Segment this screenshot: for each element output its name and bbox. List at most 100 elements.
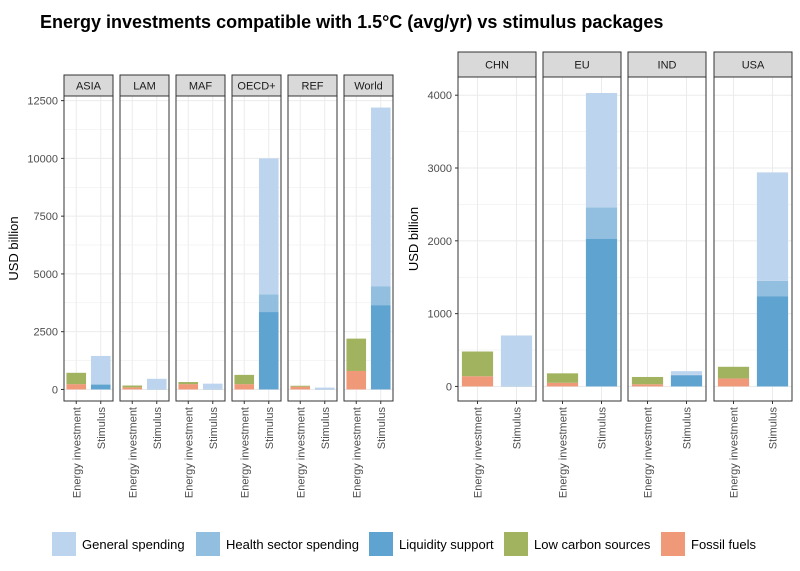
- x-tick-label: Energy investment: [239, 407, 251, 498]
- x-tick-label: Stimulus: [682, 407, 694, 450]
- panel-border: [175, 95, 226, 402]
- facet-panel-oecd: OECD+ Energy investment Stimulus: [231, 74, 282, 498]
- x-tick-label: Energy investment: [127, 407, 139, 498]
- legend-label: Low carbon sources: [534, 537, 651, 552]
- y-tick-label: 7500: [34, 211, 58, 223]
- bar-liquidity-support: [258, 312, 279, 390]
- facet-strip-label: EU: [574, 60, 589, 72]
- facet-panel-asia: ASIA Energy investment Stimulus: [63, 74, 114, 498]
- facet-panel-chn: CHN Energy investment Stimulus: [457, 51, 537, 498]
- bar-low-carbon-sources: [346, 338, 367, 371]
- panel-background: [120, 96, 169, 401]
- legend-swatch: [369, 532, 393, 556]
- bar-health-sector-spending: [500, 385, 533, 387]
- legend-swatch: [52, 532, 76, 556]
- x-tick-label: Energy investment: [558, 407, 570, 498]
- facet-strip-label: LAM: [133, 81, 156, 93]
- facet-panel-ind: IND Energy investment Stimulus: [627, 51, 707, 498]
- y-axis-title: USD billion: [6, 216, 21, 280]
- facet-panel-eu: EU Energy investment Stimulus: [542, 51, 622, 498]
- x-tick-label: Stimulus: [96, 407, 108, 450]
- panel-border: [542, 76, 622, 402]
- panel-background: [628, 77, 706, 401]
- bar-liquidity-support: [90, 384, 111, 390]
- bar-fossil-fuels: [234, 384, 255, 390]
- bar-low-carbon-sources: [178, 382, 199, 385]
- bar-liquidity-support: [370, 305, 391, 390]
- x-tick-label: Stimulus: [512, 407, 524, 450]
- bar-general-spending: [258, 158, 279, 295]
- y-tick-label: 5000: [34, 269, 58, 281]
- bar-fossil-fuels: [631, 384, 664, 387]
- bar-health-sector-spending: [258, 294, 279, 313]
- legend-swatch: [196, 532, 220, 556]
- bar-fossil-fuels: [717, 378, 750, 387]
- panel-background: [288, 96, 337, 401]
- bar-liquidity-support: [670, 375, 703, 387]
- y-tick-label: 2000: [428, 236, 452, 248]
- bar-health-sector-spending: [585, 207, 618, 239]
- x-tick-label: Stimulus: [597, 407, 609, 450]
- bar-fossil-fuels: [546, 382, 579, 387]
- facet-strip-label: IND: [658, 60, 677, 72]
- bar-low-carbon-sources: [546, 373, 579, 383]
- x-tick-label: Energy investment: [643, 407, 655, 498]
- bar-low-carbon-sources: [66, 372, 87, 385]
- panel-border: [287, 95, 338, 402]
- bar-fossil-fuels: [122, 387, 143, 390]
- x-tick-label: Stimulus: [376, 407, 388, 450]
- bar-general-spending: [585, 93, 618, 208]
- x-tick-label: Energy investment: [295, 407, 307, 498]
- bar-health-sector-spending: [370, 286, 391, 306]
- panel-border: [627, 76, 707, 402]
- bar-general-spending: [146, 378, 167, 389]
- facet-panel-maf: MAF Energy investment Stimulus: [175, 74, 226, 498]
- bar-low-carbon-sources: [717, 366, 750, 379]
- facet-strip: [713, 51, 793, 78]
- bar-low-carbon-sources: [461, 351, 494, 377]
- legend-swatch: [661, 532, 685, 556]
- facet-strip-label: REF: [302, 81, 324, 93]
- panel-border: [457, 76, 537, 402]
- y-tick-label: 2500: [34, 327, 58, 339]
- legend-swatch: [504, 532, 528, 556]
- bar-health-sector-spending: [670, 374, 703, 376]
- facet-strip-label: World: [354, 81, 383, 93]
- bar-general-spending: [202, 383, 223, 389]
- legend-item: General spending: [52, 532, 185, 556]
- bar-liquidity-support: [585, 238, 618, 387]
- bar-health-sector-spending: [756, 280, 789, 297]
- bar-general-spending: [756, 172, 789, 281]
- legend-label: Health sector spending: [226, 537, 359, 552]
- bar-low-carbon-sources: [234, 374, 255, 385]
- bar-fossil-fuels: [178, 384, 199, 390]
- bar-fossil-fuels: [346, 370, 367, 390]
- facet-panel-usa: USA Energy investment Stimulus: [713, 51, 793, 498]
- legend-item: Health sector spending: [196, 532, 359, 556]
- facet-panel-lam: LAM Energy investment Stimulus: [119, 74, 170, 498]
- y-tick-label: 4000: [428, 90, 452, 102]
- legend-label: General spending: [82, 537, 185, 552]
- y-tick-label: 10000: [27, 153, 58, 165]
- facet-strip-label: OECD+: [237, 81, 275, 93]
- facet-panel-ref: REF Energy investment Stimulus: [287, 74, 338, 498]
- x-tick-label: Energy investment: [71, 407, 83, 498]
- bar-health-sector-spending: [202, 388, 223, 390]
- legend-item: Liquidity support: [369, 532, 494, 556]
- bar-general-spending: [670, 371, 703, 375]
- x-tick-label: Energy investment: [183, 407, 195, 498]
- x-tick-label: Stimulus: [768, 407, 780, 450]
- panel-border: [119, 95, 170, 402]
- legend-label: Fossil fuels: [691, 537, 757, 552]
- facet-strip-label: USA: [742, 60, 765, 72]
- bar-low-carbon-sources: [631, 376, 664, 385]
- y-tick-label: 0: [52, 384, 58, 396]
- facet-strip: [542, 51, 622, 78]
- x-tick-label: Stimulus: [320, 407, 332, 450]
- bar-general-spending: [370, 107, 391, 287]
- x-tick-label: Energy investment: [729, 407, 741, 498]
- bar-general-spending: [500, 335, 533, 386]
- panel-background: [176, 96, 225, 401]
- bar-liquidity-support: [756, 296, 789, 387]
